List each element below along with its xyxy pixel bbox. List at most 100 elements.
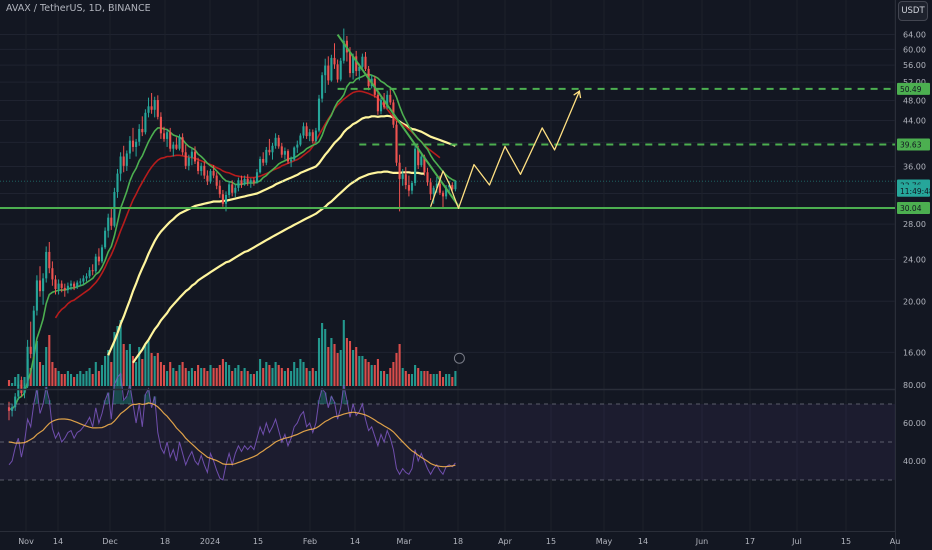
candle-body[interactable] xyxy=(156,100,159,117)
candle-body[interactable] xyxy=(265,149,268,163)
candle-body[interactable] xyxy=(178,137,181,149)
candle-body[interactable] xyxy=(85,276,88,279)
candle-body[interactable] xyxy=(184,152,187,166)
candle-body[interactable] xyxy=(203,165,206,176)
candle-body[interactable] xyxy=(376,94,379,112)
price-label-box[interactable] xyxy=(897,201,930,214)
candle-body[interactable] xyxy=(231,184,234,193)
candle-body[interactable] xyxy=(240,180,243,185)
candle-body[interactable] xyxy=(407,185,410,191)
candle-body[interactable] xyxy=(45,251,48,279)
candle-body[interactable] xyxy=(339,60,342,80)
candle-body[interactable] xyxy=(401,174,404,179)
candle-body[interactable] xyxy=(293,147,296,160)
candle-body[interactable] xyxy=(63,287,66,291)
candle-body[interactable] xyxy=(187,157,190,166)
candle-body[interactable] xyxy=(432,187,435,195)
candle-body[interactable] xyxy=(268,149,271,153)
candle-body[interactable] xyxy=(73,283,76,287)
candle-body[interactable] xyxy=(144,112,147,133)
candle-body[interactable] xyxy=(441,192,445,197)
candle-body[interactable] xyxy=(212,170,215,176)
candle-body[interactable] xyxy=(262,158,265,163)
candle-body[interactable] xyxy=(224,194,228,204)
candle-body[interactable] xyxy=(218,185,221,195)
drawings[interactable] xyxy=(336,33,582,364)
candle-body[interactable] xyxy=(119,156,122,174)
candle-body[interactable] xyxy=(259,158,262,173)
candle-body[interactable] xyxy=(159,116,162,134)
candle-body[interactable] xyxy=(271,145,274,153)
candle-body[interactable] xyxy=(17,384,20,397)
candle-body[interactable] xyxy=(386,94,389,108)
candle-body[interactable] xyxy=(429,182,432,195)
descending-trendline[interactable] xyxy=(336,33,460,207)
candle-body[interactable] xyxy=(352,56,355,74)
candle-body[interactable] xyxy=(51,268,54,280)
candle-body[interactable] xyxy=(221,194,224,204)
candle-body[interactable] xyxy=(302,126,305,136)
candle-body[interactable] xyxy=(435,183,438,188)
candle-body[interactable] xyxy=(317,98,321,131)
candle-body[interactable] xyxy=(330,57,333,81)
candle-body[interactable] xyxy=(169,132,172,149)
candle-body[interactable] xyxy=(389,94,392,103)
candle-body[interactable] xyxy=(438,183,441,193)
candle-body[interactable] xyxy=(38,280,42,292)
candle-body[interactable] xyxy=(181,137,184,153)
candle-body[interactable] xyxy=(32,310,35,354)
candle-body[interactable] xyxy=(420,156,423,166)
candle-body[interactable] xyxy=(290,159,293,162)
candle-body[interactable] xyxy=(336,64,339,80)
candle-body[interactable] xyxy=(150,106,153,110)
candle-body[interactable] xyxy=(277,137,280,147)
candle-body[interactable] xyxy=(255,172,259,183)
candle-body[interactable] xyxy=(200,165,203,171)
candle-body[interactable] xyxy=(100,247,104,262)
candle-body[interactable] xyxy=(66,285,69,291)
candle-body[interactable] xyxy=(175,144,178,149)
candle-body[interactable] xyxy=(162,133,166,139)
candle-body[interactable] xyxy=(122,156,125,166)
candle-body[interactable] xyxy=(383,100,386,108)
candle-body[interactable] xyxy=(333,57,336,65)
candle-body[interactable] xyxy=(138,128,141,142)
price-axis[interactable]: 16.0020.0024.0028.0032.0036.0040.0044.00… xyxy=(897,31,932,358)
candle-body[interactable] xyxy=(48,251,51,269)
candle-body[interactable] xyxy=(79,281,82,283)
candle-body[interactable] xyxy=(358,66,361,71)
candle-body[interactable] xyxy=(327,65,330,81)
candle-body[interactable] xyxy=(14,396,17,408)
candle-body[interactable] xyxy=(445,187,448,197)
candle-body[interactable] xyxy=(299,135,302,145)
candle-body[interactable] xyxy=(57,283,60,289)
candle-body[interactable] xyxy=(54,279,57,289)
candle-body[interactable] xyxy=(141,128,144,133)
candle-body[interactable] xyxy=(417,148,420,166)
candle-body[interactable] xyxy=(209,170,212,182)
candle-body[interactable] xyxy=(110,217,113,226)
candle-body[interactable] xyxy=(88,270,91,277)
candle-body[interactable] xyxy=(125,153,128,166)
candle-body[interactable] xyxy=(314,130,317,142)
candle-body[interactable] xyxy=(249,180,252,183)
candle-body[interactable] xyxy=(82,278,85,282)
candle-body[interactable] xyxy=(348,52,352,74)
candle-body[interactable] xyxy=(404,174,407,186)
candle-body[interactable] xyxy=(414,148,417,183)
candle-body[interactable] xyxy=(451,185,454,190)
candle-body[interactable] xyxy=(228,184,231,195)
candle-body[interactable] xyxy=(395,124,398,163)
price-label-box[interactable] xyxy=(897,138,930,151)
candle-body[interactable] xyxy=(11,407,14,411)
candle-body[interactable] xyxy=(286,151,290,162)
candle-body[interactable] xyxy=(398,162,401,179)
candle-body[interactable] xyxy=(410,182,414,191)
candle-body[interactable] xyxy=(454,181,457,190)
candle-body[interactable] xyxy=(246,178,249,183)
candle-body[interactable] xyxy=(274,137,277,146)
candle-body[interactable] xyxy=(94,256,97,272)
candle-body[interactable] xyxy=(283,151,286,155)
candle-body[interactable] xyxy=(355,56,358,71)
candle-body[interactable] xyxy=(296,144,299,148)
